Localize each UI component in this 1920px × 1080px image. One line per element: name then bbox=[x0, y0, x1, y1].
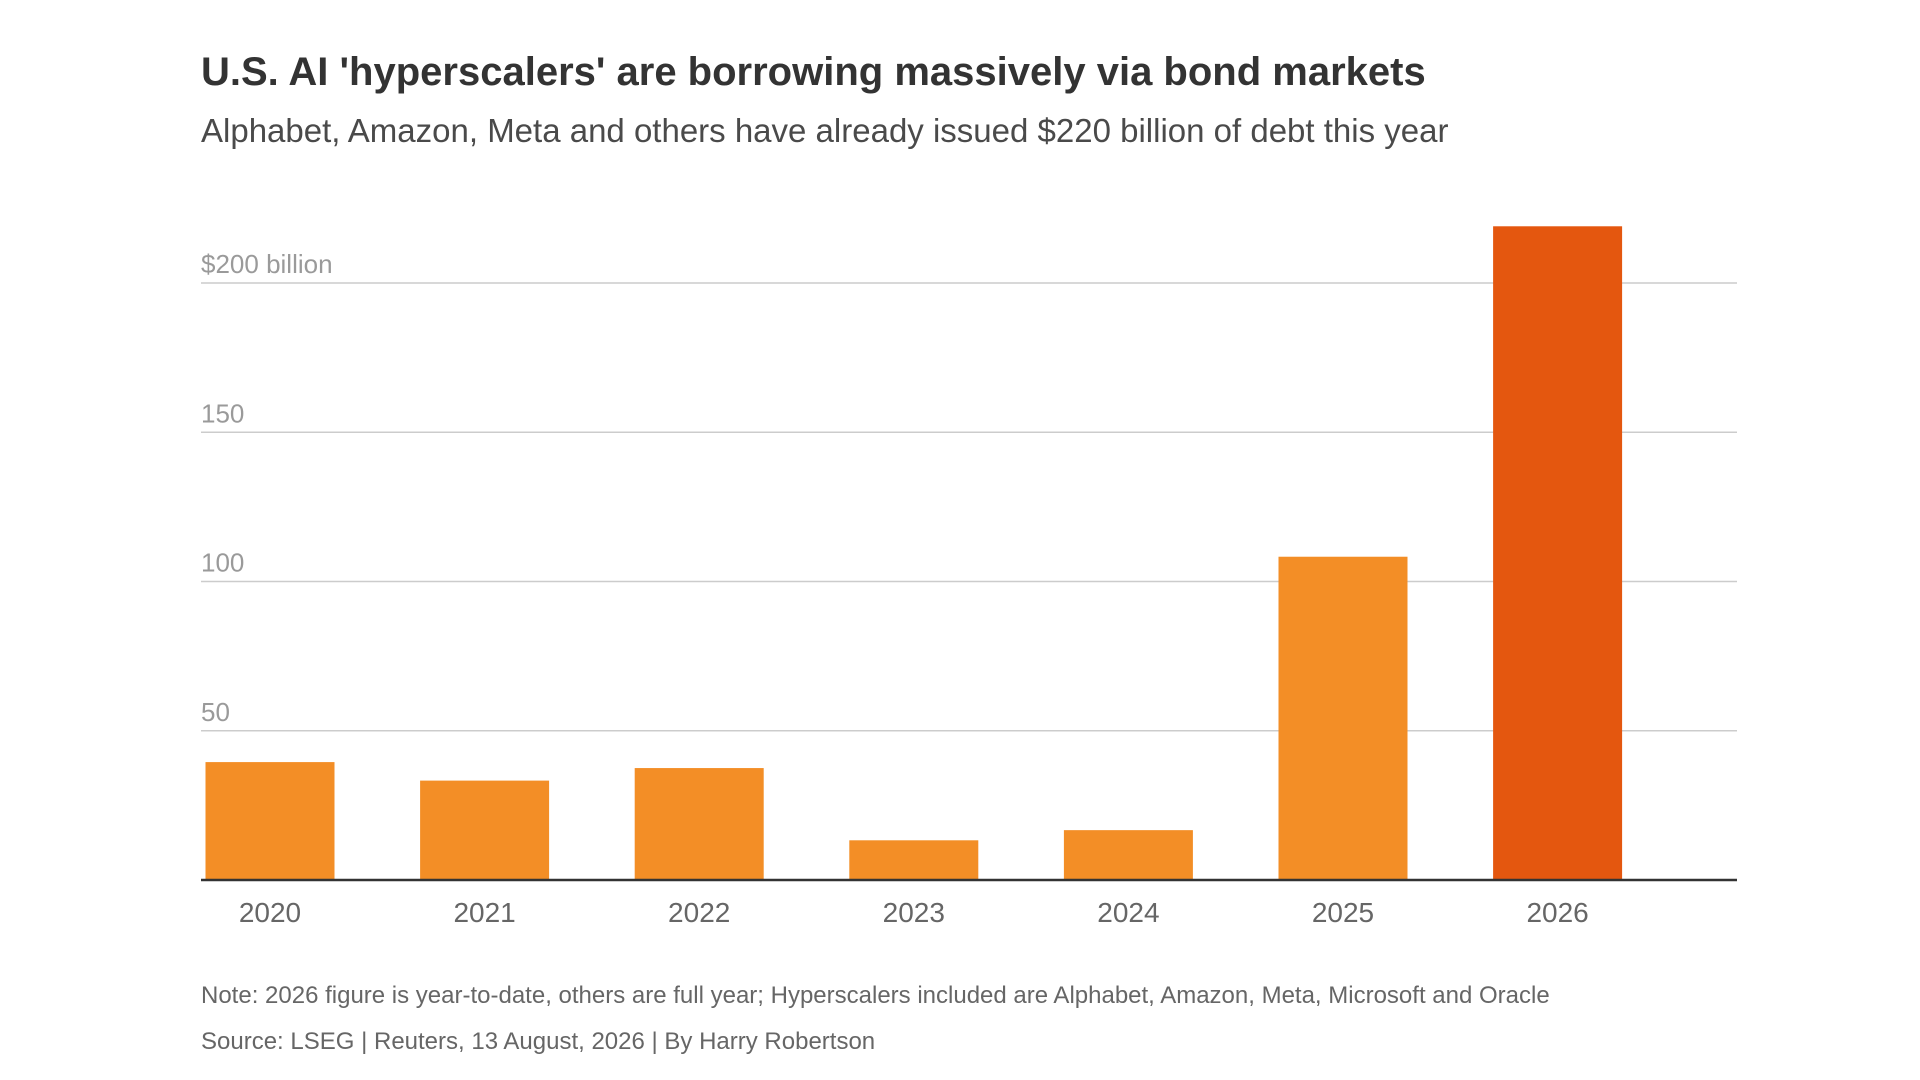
chart-source: Source: LSEG | Reuters, 13 August, 2026 … bbox=[201, 1028, 876, 1055]
x-tick-label-2023: 2023 bbox=[883, 897, 945, 928]
chart-title: U.S. AI 'hyperscalers' are borrowing mas… bbox=[201, 50, 1426, 94]
bar-2024 bbox=[1063, 830, 1193, 880]
chart-note: Note: 2026 figure is year-to-date, other… bbox=[201, 982, 1550, 1009]
x-tick-label-2026: 2026 bbox=[1526, 897, 1588, 928]
x-tick-label-2020: 2020 bbox=[239, 897, 301, 928]
y-tick-label-150: 150 bbox=[201, 398, 244, 428]
y-tick-label-50: 50 bbox=[201, 697, 230, 727]
bar-2020 bbox=[205, 762, 335, 880]
y-tick-label-200: $200 billion bbox=[201, 249, 333, 279]
bar-2025 bbox=[1278, 556, 1408, 880]
bar-2023 bbox=[849, 840, 979, 880]
bar-2021 bbox=[420, 780, 550, 880]
x-tick-label-2025: 2025 bbox=[1312, 897, 1374, 928]
chart-subtitle: Alphabet, Amazon, Meta and others have a… bbox=[201, 112, 1449, 149]
x-tick-label-2022: 2022 bbox=[668, 897, 730, 928]
bar-2022 bbox=[634, 768, 764, 880]
bar-2026 bbox=[1493, 226, 1623, 880]
y-tick-label-100: 100 bbox=[201, 548, 244, 578]
x-tick-label-2021: 2021 bbox=[453, 897, 515, 928]
x-tick-label-2024: 2024 bbox=[1097, 897, 1159, 928]
